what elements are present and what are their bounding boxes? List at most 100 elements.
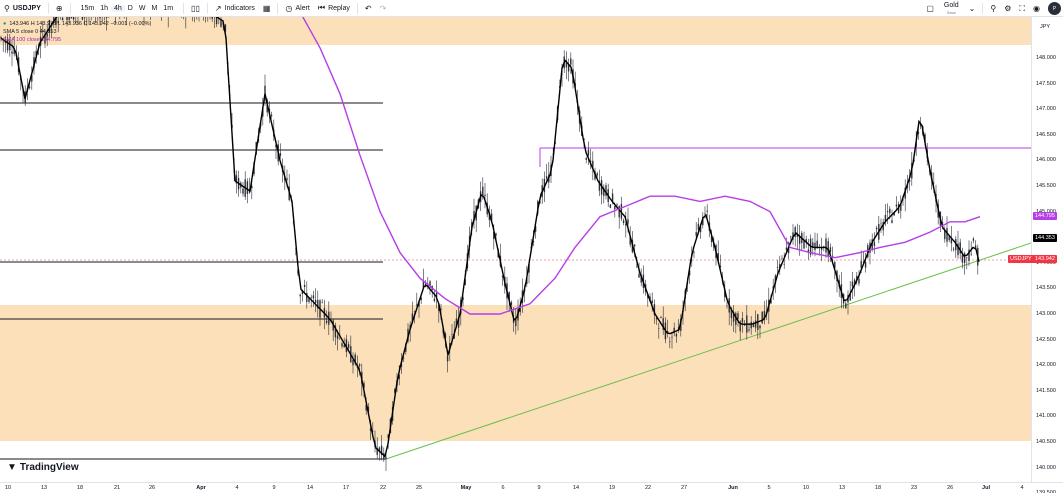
layouts-button[interactable]: ▦	[259, 0, 275, 17]
replay-icon: ⏮	[317, 3, 326, 12]
candle-body	[508, 291, 510, 302]
right-toolbar: ▢ Gold Save ⌄ ⚲ ⚙ ⛶ ◉ P	[922, 0, 1063, 17]
interval-15m[interactable]: 15m	[80, 4, 95, 12]
time-tick: 22	[644, 485, 652, 491]
undo-button[interactable]: ↶	[361, 0, 376, 17]
candle-body	[724, 289, 726, 298]
replay-button[interactable]: ⏮ Replay	[314, 0, 354, 17]
indicators-label: Indicators	[224, 4, 255, 12]
candle-body	[402, 358, 405, 360]
fullscreen-toggle[interactable]: ▢	[922, 0, 938, 17]
sma5-legend[interactable]: SMA 5 close 0 44.353	[3, 28, 151, 36]
fullscreen-button[interactable]: ⛶	[1015, 0, 1029, 17]
price-axis[interactable]: JPY 148.000 147.500 147.000 146.500 146.000 1…	[1031, 17, 1063, 493]
candle-body	[585, 158, 587, 160]
candle-body	[420, 297, 422, 300]
candle-body	[246, 181, 249, 194]
price-tick: 148.000	[1036, 55, 1056, 61]
candle-body	[853, 279, 856, 285]
price-tick: 142.000	[1036, 362, 1056, 369]
candle-body	[673, 327, 675, 334]
candle-body	[959, 242, 961, 254]
settings-button[interactable]: ⚙	[1000, 0, 1015, 17]
sma100-legend[interactable]: SMA 100 close 144.795	[3, 36, 151, 44]
top-toolbar: ⚲ USDJPY ⊕ 15m 1h 4h D W M 1m ▯▯ ↗ Indicators …	[0, 0, 1063, 17]
candle-body	[719, 265, 722, 268]
sma5-price-badge: 144.353	[1033, 234, 1057, 242]
candle-body	[418, 301, 420, 307]
candle-body	[741, 318, 744, 323]
candle-body	[57, 20, 59, 24]
snapshot-button[interactable]: ◉	[1029, 0, 1044, 17]
search-icon: ⚲	[990, 4, 997, 13]
price-chart[interactable]	[0, 17, 1031, 482]
alarm-icon: ◷	[285, 3, 293, 13]
candle-body	[884, 214, 887, 222]
candle-body	[908, 179, 911, 182]
candle-body	[871, 239, 873, 250]
time-tick: 6	[501, 485, 505, 491]
candle-body	[743, 325, 746, 326]
chart-type-button[interactable]: ▯▯	[187, 0, 204, 17]
candle-body	[211, 17, 213, 19]
candle-body	[972, 238, 975, 241]
candle-body	[944, 230, 946, 240]
symbol-search[interactable]: ⚲ USDJPY	[0, 0, 45, 17]
camera-icon: ◉	[1033, 4, 1040, 13]
chart-pane[interactable]	[0, 17, 1031, 482]
candle-body	[416, 304, 418, 306]
candle-body	[48, 20, 51, 33]
avatar[interactable]: P	[1048, 2, 1061, 15]
redo-button[interactable]: ↷	[376, 0, 391, 17]
candle-body	[948, 236, 950, 241]
candle-body	[6, 39, 9, 51]
candle-body	[11, 51, 13, 54]
candle-body	[726, 305, 728, 307]
price-tick: 139.500	[1036, 490, 1056, 493]
price-tick: 145.500	[1036, 183, 1056, 189]
candle-body	[946, 228, 948, 242]
interval-4h[interactable]: 4h	[111, 4, 125, 12]
time-tick: Jun	[728, 485, 738, 491]
interval-W[interactable]: W	[138, 4, 146, 12]
compare-symbol-button[interactable]: ⊕	[52, 0, 67, 17]
time-tick: 21	[113, 485, 121, 491]
interval-D[interactable]: D	[127, 4, 133, 12]
time-axis[interactable]: 10 13 18 21 26 Apr 4 9 14 17 22 25 May 6 9 14 19 22 27 Jun 5…	[0, 482, 1063, 493]
candle-body	[83, 17, 86, 18]
interval-1m[interactable]: 1m	[163, 4, 174, 12]
candle-body	[354, 354, 356, 364]
candle-body	[658, 328, 660, 330]
tradingview-logo[interactable]: ▼ TradingView	[7, 462, 79, 473]
candle-body	[31, 75, 33, 82]
candle-body	[968, 249, 970, 261]
quick-search-button[interactable]: ⚲	[986, 0, 1000, 17]
layout-menu-button[interactable]: ⌄	[965, 0, 980, 17]
indicators-button[interactable]: ↗ Indicators	[211, 0, 259, 17]
candle-body	[966, 257, 968, 259]
candle-body	[68, 17, 70, 20]
candle-body	[440, 308, 442, 310]
time-tick: Apr	[196, 485, 206, 491]
candle-body	[587, 149, 590, 156]
interval-M[interactable]: M	[151, 4, 158, 12]
price-tick: 146.000	[1036, 157, 1056, 164]
eye-icon[interactable]: ●	[3, 21, 7, 27]
interval-1h[interactable]: 1h	[100, 4, 108, 12]
sma5-label: SMA 5 close 0 44.353	[3, 29, 57, 35]
candle-body	[849, 292, 851, 301]
replay-label: Replay	[328, 4, 350, 12]
candle-body	[251, 186, 253, 189]
alert-button[interactable]: ◷ Alert	[281, 0, 313, 17]
candle-body	[702, 217, 704, 226]
candle-body	[372, 430, 374, 432]
candle-body	[303, 284, 306, 288]
candle-body	[501, 275, 504, 278]
time-tick: 13	[40, 485, 48, 491]
candle-body	[369, 428, 372, 432]
candle-body	[941, 222, 944, 224]
candle-body	[825, 238, 827, 253]
save-layout-button[interactable]: Gold Save	[944, 2, 959, 16]
candle-body	[358, 364, 361, 367]
time-tick: 19	[608, 485, 616, 491]
